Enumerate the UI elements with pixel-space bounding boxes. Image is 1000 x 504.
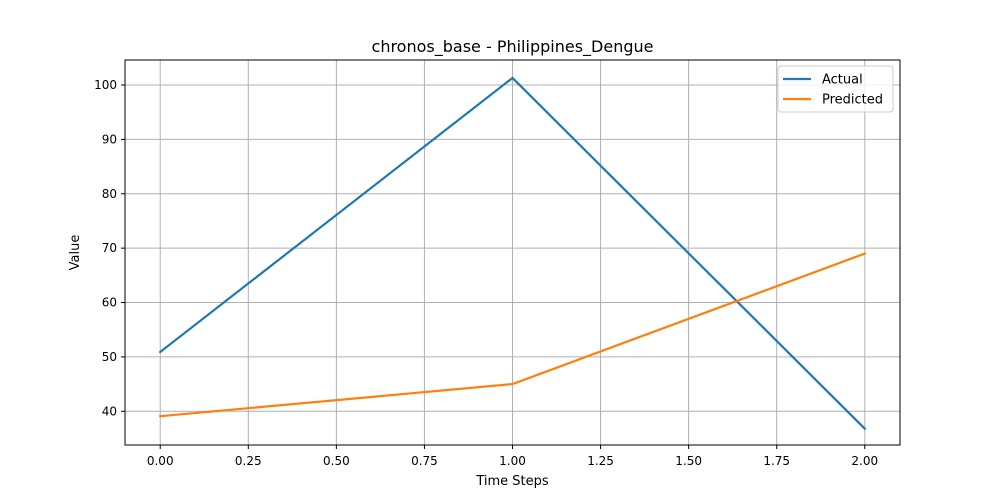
y-tick-label: 90 [102, 132, 117, 146]
grid [125, 60, 900, 445]
series-line-predicted [159, 252, 867, 418]
legend-label-actual: Actual [822, 73, 863, 88]
y-tick-label: 100 [94, 78, 117, 92]
legend-box [777, 65, 894, 113]
x-tick-label: 0.25 [235, 454, 262, 468]
legend-label-predicted: Predicted [822, 93, 883, 108]
legend: Actual Predicted [777, 65, 894, 113]
y-tick-label: 60 [102, 296, 117, 310]
x-tick-label: 1.50 [675, 454, 702, 468]
y-tick-label: 40 [102, 404, 117, 418]
series-line-actual [158, 76, 867, 431]
x-tick-label: 1.25 [587, 454, 614, 468]
series-lines [158, 76, 867, 431]
chart-title: chronos_base - Philippines_Dengue [372, 37, 654, 57]
x-tick-label: 1.75 [763, 454, 790, 468]
y-tick-label: 80 [102, 187, 117, 201]
y-tick-label: 50 [102, 350, 117, 364]
x-tick-label: 0.75 [411, 454, 438, 468]
x-tick-label: 2.00 [851, 454, 878, 468]
axis-ticks: 0.00 0.25 0.50 0.75 1.00 1.25 1.50 1.75 2.00 40 50… [94, 78, 878, 468]
x-tick-label: 1.00 [499, 454, 526, 468]
x-axis-label: Time Steps [475, 474, 549, 489]
x-tick-label: 0.00 [147, 454, 174, 468]
y-tick-label: 70 [102, 241, 117, 255]
x-tick-label: 0.50 [323, 454, 350, 468]
y-axis-label: Value [68, 235, 83, 271]
